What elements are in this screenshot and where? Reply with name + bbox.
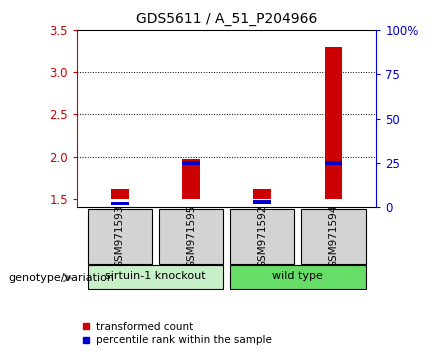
Bar: [325, 47, 342, 199]
Bar: [230, 265, 366, 289]
Bar: [111, 189, 128, 199]
Bar: [88, 265, 223, 289]
Bar: [325, 161, 342, 165]
Text: wild type: wild type: [272, 272, 323, 281]
Bar: [182, 161, 200, 165]
Text: sirtuin-1 knockout: sirtuin-1 knockout: [105, 272, 205, 281]
Title: GDS5611 / A_51_P204966: GDS5611 / A_51_P204966: [136, 12, 317, 26]
Legend: transformed count, percentile rank within the sample: transformed count, percentile rank withi…: [82, 322, 271, 345]
Text: GSM971593: GSM971593: [115, 205, 125, 268]
Bar: [253, 200, 271, 204]
Text: genotype/variation: genotype/variation: [9, 273, 115, 283]
Text: GSM971594: GSM971594: [328, 205, 338, 268]
Bar: [88, 209, 152, 264]
Bar: [159, 209, 223, 264]
Bar: [301, 209, 366, 264]
Bar: [230, 209, 294, 264]
Text: GSM971592: GSM971592: [257, 205, 267, 268]
Bar: [111, 202, 128, 205]
Bar: [253, 189, 271, 199]
Text: GSM971595: GSM971595: [186, 205, 196, 268]
Bar: [182, 159, 200, 199]
